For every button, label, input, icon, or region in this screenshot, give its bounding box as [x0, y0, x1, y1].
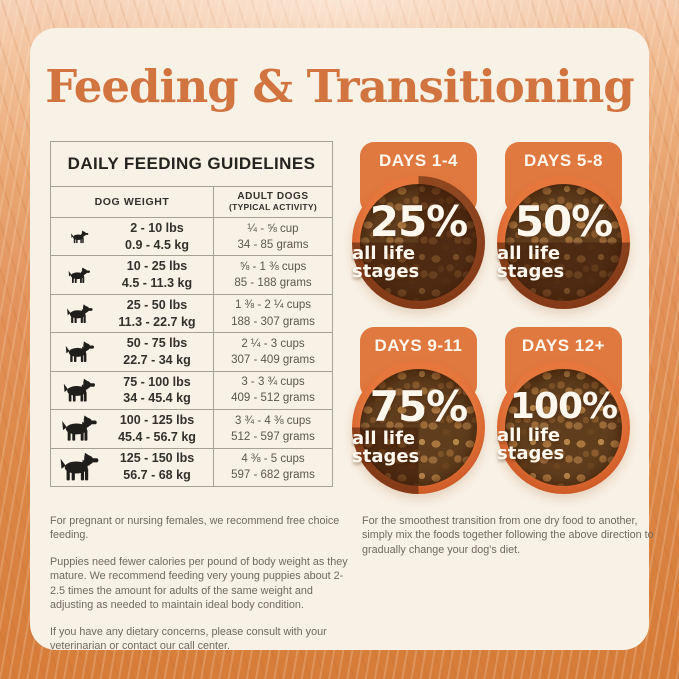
table-title: DAILY FEEDING GUIDELINES — [51, 142, 332, 187]
bowl-overlay-1 — [497, 176, 630, 309]
transition-step-days-12-plus: DAYS 12+ 100% all life stages — [497, 327, 630, 537]
feeding-notes: For pregnant or nursing females, we reco… — [50, 514, 350, 666]
kibble-bowl-icon: 50% all life stages — [497, 176, 630, 309]
table-row: 25 - 50 lbs 11.3 - 22.7 kg 1 ⅜ - 2 ¼ cups… — [51, 294, 332, 334]
days-tab-label: DAYS 12+ — [521, 336, 606, 355]
amount-cell: 1 ⅜ - 2 ¼ cups 188 - 307 grams — [231, 299, 315, 328]
col-header-adult-dogs-line2: (TYPICAL ACTIVITY) — [228, 201, 318, 212]
bowl-label: 75% all life stages — [352, 359, 485, 492]
bowl-overlay-2 — [352, 361, 485, 494]
weight-cell: 100 - 125 lbs 45.4 - 56.7 kg — [118, 412, 196, 444]
table-row: 2 - 10 lbs 0.9 - 4.5 kg ¼ - ⅝ cup 34 - 85 … — [51, 218, 332, 257]
table-row: 125 - 150 lbs 56.7 - 68 kg 4 ⅜ - 5 cups 59… — [51, 448, 332, 486]
kibble-bowl-icon: 25% all life stages — [352, 176, 485, 309]
weight-cell: 125 - 150 lbs 56.7 - 68 kg — [119, 451, 195, 483]
weight-cell: 2 - 10 lbs 0.9 - 4.5 kg — [125, 220, 189, 252]
dog-silhouette-xlarge-icon — [51, 378, 107, 403]
amount-cell: 3 ¾ - 4 ⅜ cups 512 - 597 grams — [231, 414, 315, 443]
transition-step-days-1-4: DAYS 1-4 25% all life stages — [352, 142, 485, 352]
table-row: 75 - 100 lbs 34 - 45.4 kg 3 - 3 ¾ cups 409… — [51, 371, 332, 411]
infographic-card: Feeding & Transitioning DAILY FEEDING GU… — [30, 28, 654, 652]
bowl-overlay-3 — [497, 361, 630, 494]
weight-cell: 75 - 100 lbs 34 - 45.4 kg — [123, 374, 191, 406]
note-pregnant: For pregnant or nursing females, we reco… — [50, 515, 340, 542]
dog-silhouette-xxlarge-icon — [51, 415, 107, 442]
note-puppies: Puppies need fewer calories per pound of… — [50, 555, 348, 612]
percent-label: 50% — [514, 196, 614, 246]
bowl-label: 100% all life stages — [497, 359, 630, 492]
transition-step-days-5-8: DAYS 5-8 50% all life stages — [497, 142, 630, 352]
days-tab-label: DAYS 9-11 — [374, 336, 463, 355]
amount-cell: ¼ - ⅝ cup 34 - 85 grams — [237, 222, 309, 251]
dog-silhouette-giant-icon — [51, 452, 107, 482]
life-stages-label: all life stages — [352, 242, 420, 282]
table-row: 50 - 75 lbs 22.7 - 34 kg 2 ¼ - 3 cups 307 … — [51, 333, 332, 372]
col-header-adult-dogs: ADULT DOGS (TYPICAL ACTIVITY) — [214, 187, 332, 217]
life-stages-label: all life stages — [497, 424, 565, 464]
dog-silhouette-small-icon — [51, 267, 107, 284]
percent-label: 100% — [509, 385, 618, 427]
transition-note: For the smoothest transition from one dr… — [362, 515, 654, 556]
dog-silhouette-medium-icon — [51, 303, 107, 324]
amount-cell: 4 ⅜ - 5 cups 597 - 682 grams — [231, 453, 315, 482]
days-tab-label: DAYS 1-4 — [379, 151, 458, 170]
weight-cell: 50 - 75 lbs 22.7 - 34 kg — [123, 336, 191, 367]
transition-step-days-9-11: DAYS 9-11 75% all life stages — [352, 327, 485, 537]
percent-label: 25% — [369, 196, 469, 246]
bowl-label: 25% all life stages — [352, 174, 485, 307]
note-dietary: If you have any dietary concerns, please… — [50, 625, 327, 653]
table-header-row: DOG WEIGHT ADULT DOGS (TYPICAL ACTIVITY) — [51, 187, 332, 218]
amount-cell: 3 - 3 ¾ cups 409 - 512 grams — [231, 376, 315, 405]
bowl-overlay-0 — [352, 176, 485, 309]
weight-cell: 25 - 50 lbs 11.3 - 22.7 kg — [118, 297, 196, 329]
page-title: Feeding & Transitioning — [45, 60, 635, 113]
bowl-label: 50% all life stages — [497, 174, 630, 307]
col-header-dog-weight: DOG WEIGHT — [51, 187, 214, 217]
amount-cell: 2 ¼ - 3 cups 307 - 409 grams — [231, 337, 315, 366]
kibble-bowl-icon: 75% all life stages — [352, 361, 485, 494]
feeding-guidelines-table: DAILY FEEDING GUIDELINES DOG WEIGHT ADUL… — [50, 141, 333, 487]
col-header-adult-dogs-line1: ADULT DOGS — [237, 191, 309, 203]
life-stages-label: all life stages — [497, 242, 565, 282]
life-stages-label: all life stages — [352, 427, 420, 467]
dog-silhouette-large-icon — [51, 341, 107, 363]
days-tab-label: DAYS 5-8 — [524, 151, 603, 170]
dog-silhouette-xsmall-icon — [51, 230, 107, 244]
table-row: 100 - 125 lbs 45.4 - 56.7 kg 3 ¾ - 4 ⅜ cu… — [51, 410, 332, 449]
table-row: 10 - 25 lbs 4.5 - 11.3 kg ⅝ - 1 ⅜ cups 85 … — [51, 256, 332, 295]
percent-label: 75% — [369, 381, 469, 431]
amount-cell: ⅝ - 1 ⅜ cups 85 - 188 grams — [234, 261, 312, 290]
kibble-bowl-icon: 100% all life stages — [497, 361, 630, 494]
weight-cell: 10 - 25 lbs 4.5 - 11.3 kg — [121, 259, 193, 291]
